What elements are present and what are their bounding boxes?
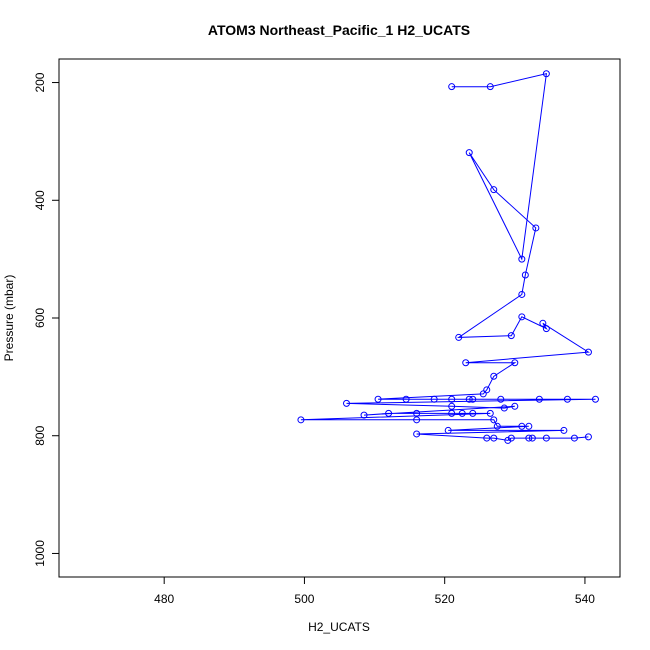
y-tick-label: 200 xyxy=(33,72,47,92)
data-point xyxy=(507,332,515,340)
data-point xyxy=(493,422,501,430)
data-point xyxy=(504,436,512,444)
data-point xyxy=(413,416,421,424)
chart-title: ATOM3 Northeast_Pacific_1 H2_UCATS xyxy=(208,22,470,38)
data-point xyxy=(469,409,477,417)
data-point xyxy=(483,386,491,394)
series-layer xyxy=(297,70,599,444)
data-point xyxy=(490,416,498,424)
y-tick-label: 400 xyxy=(33,190,47,210)
data-point xyxy=(465,149,473,157)
y-tick-label: 1000 xyxy=(33,540,47,567)
data-point xyxy=(542,325,550,333)
data-point xyxy=(465,395,473,403)
data-point xyxy=(532,224,540,232)
data-point xyxy=(343,399,351,407)
x-tick-label: 520 xyxy=(435,592,455,606)
data-point xyxy=(560,426,568,434)
data-point xyxy=(500,404,508,412)
y-tick-label: 600 xyxy=(33,308,47,328)
x-tick-label: 500 xyxy=(294,592,314,606)
data-point xyxy=(483,434,491,442)
y-tick-label: 800 xyxy=(33,425,47,445)
data-point xyxy=(458,409,466,417)
data-point xyxy=(469,395,477,403)
data-point xyxy=(518,255,526,263)
data-point xyxy=(511,359,519,367)
data-point xyxy=(448,409,456,417)
data-point xyxy=(570,434,578,442)
data-point xyxy=(518,313,526,321)
data-point xyxy=(448,402,456,410)
data-point xyxy=(584,348,592,356)
data-point xyxy=(497,395,505,403)
data-point xyxy=(539,319,547,327)
data-point xyxy=(444,426,452,434)
data-point xyxy=(479,390,487,398)
data-point xyxy=(402,395,410,403)
plot-frame xyxy=(58,58,621,578)
data-point xyxy=(521,271,529,279)
data-point xyxy=(528,434,536,442)
data-point xyxy=(518,290,526,298)
data-point xyxy=(462,359,470,367)
data-point xyxy=(430,395,438,403)
series-line xyxy=(300,73,596,441)
data-point xyxy=(542,70,550,78)
x-axis-label: H2_UCATS xyxy=(308,620,370,634)
data-point xyxy=(535,395,543,403)
data-point xyxy=(486,83,494,91)
data-point xyxy=(542,434,550,442)
data-point xyxy=(360,411,368,419)
data-point xyxy=(584,433,592,441)
data-point xyxy=(448,83,456,91)
data-point xyxy=(507,434,515,442)
data-point xyxy=(525,434,533,442)
data-point xyxy=(563,395,571,403)
y-axis: 200 400 600 800 1000 xyxy=(33,72,59,567)
x-tick-label: 540 xyxy=(575,592,595,606)
data-point xyxy=(455,333,463,341)
data-point xyxy=(448,395,456,403)
data-point xyxy=(518,422,526,430)
data-point xyxy=(374,395,382,403)
data-point xyxy=(591,395,599,403)
data-point xyxy=(490,372,498,380)
data-point xyxy=(413,430,421,438)
x-axis: 480 500 520 540 xyxy=(154,577,595,606)
y-axis-label: Pressure (mbar) xyxy=(2,275,16,362)
data-point xyxy=(525,422,533,430)
series-group xyxy=(297,70,599,444)
data-point xyxy=(486,409,494,417)
data-point xyxy=(297,416,305,424)
x-tick-label: 480 xyxy=(154,592,174,606)
data-point xyxy=(490,186,498,194)
data-point xyxy=(490,434,498,442)
data-point xyxy=(385,409,393,417)
data-point xyxy=(511,402,519,410)
